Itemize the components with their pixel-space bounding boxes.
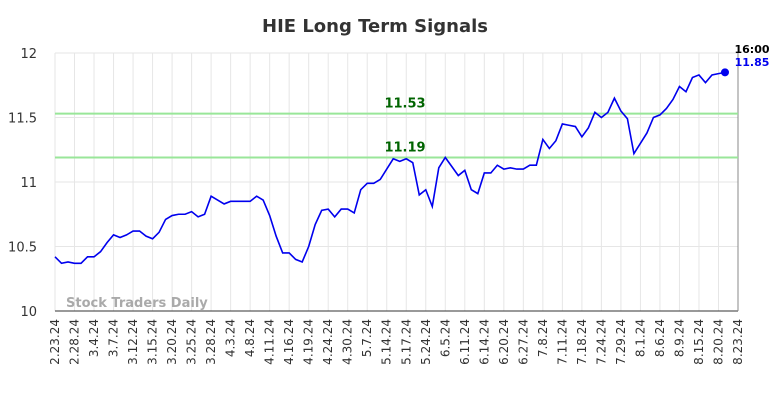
x-tick-label: 6.5.24 [438, 319, 452, 357]
x-tick-label: 2.28.24 [68, 319, 82, 365]
x-tick-label: 6.11.24 [458, 319, 472, 365]
x-tick-label: 4.8.24 [243, 319, 257, 357]
y-tick-label: 10 [20, 305, 37, 320]
x-tick-label: 7.18.24 [575, 319, 589, 365]
x-tick-label: 3.4.24 [87, 319, 101, 357]
x-tick-label: 2.23.24 [48, 319, 62, 365]
chart-title: HIE Long Term Signals [262, 16, 488, 37]
x-tick-label: 6.27.24 [516, 319, 530, 365]
x-tick-label: 3.28.24 [204, 319, 218, 365]
x-tick-label: 7.11.24 [555, 319, 569, 365]
last-point [720, 68, 729, 77]
x-tick-label: 5.17.24 [399, 319, 413, 365]
x-tick-label: 6.14.24 [477, 319, 491, 365]
x-tick-label: 7.29.24 [614, 319, 628, 365]
x-tick-label: 4.3.24 [224, 319, 238, 357]
y-tick-label: 10.5 [8, 241, 37, 256]
x-tick-label: 5.14.24 [380, 319, 394, 365]
x-tick-label: 8.23.24 [731, 319, 745, 365]
x-tick-label: 8.20.24 [711, 319, 725, 365]
x-tick-label: 3.20.24 [165, 319, 179, 365]
x-tick-label: 4.16.24 [282, 319, 296, 365]
reference-label: 11.53 [384, 97, 425, 112]
y-tick-label: 11 [20, 176, 37, 191]
last-time: 16:00 [734, 43, 769, 56]
x-tick-label: 3.12.24 [126, 319, 140, 365]
y-tick-label: 11.5 [8, 112, 37, 127]
x-tick-label: 6.20.24 [497, 319, 511, 365]
x-tick-label: 4.30.24 [341, 319, 355, 365]
x-tick-label: 8.1.24 [633, 319, 647, 357]
y-tick-label: 12 [20, 47, 37, 62]
x-tick-label: 7.24.24 [594, 319, 608, 365]
reference-label: 11.19 [384, 140, 425, 155]
x-tick-label: 8.9.24 [672, 319, 686, 357]
series-line [54, 71, 726, 265]
x-tick-label: 5.7.24 [360, 319, 374, 357]
x-tick-label: 3.25.24 [185, 319, 199, 365]
x-tick-label: 4.19.24 [302, 319, 316, 365]
watermark: Stock Traders Daily [66, 296, 208, 311]
x-tick-label: 7.8.24 [536, 319, 550, 357]
last-value: 11.85 [735, 56, 770, 69]
x-tick-label: 4.11.24 [263, 319, 277, 365]
x-tick-label: 5.24.24 [419, 319, 433, 365]
x-tick-label: 3.15.24 [146, 319, 160, 365]
x-tick-label: 4.24.24 [321, 319, 335, 365]
x-tick-label: 8.6.24 [653, 319, 667, 357]
x-tick-label: 3.7.24 [107, 319, 121, 357]
x-tick-label: 8.15.24 [692, 319, 706, 365]
